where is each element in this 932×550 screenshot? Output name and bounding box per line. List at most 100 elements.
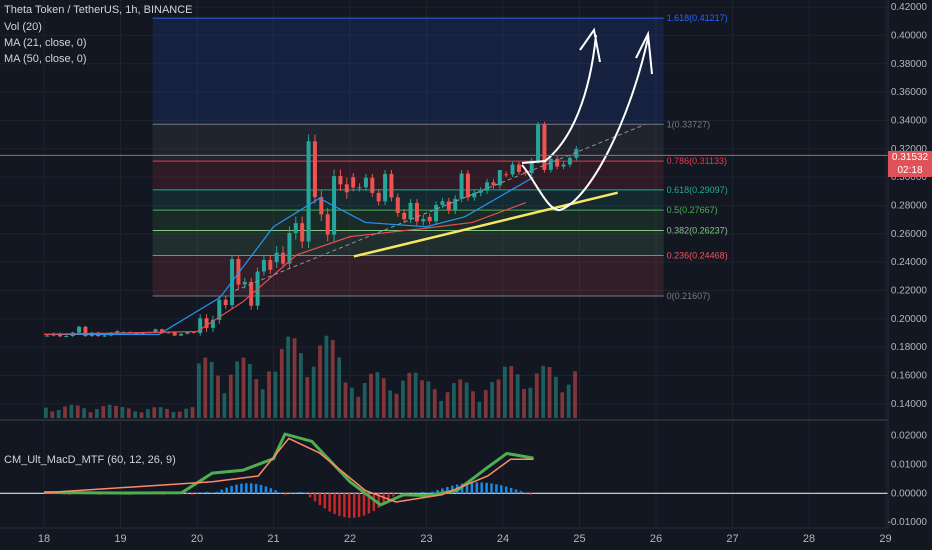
macd-histogram-bar-34 xyxy=(210,492,214,494)
candle-body-0 xyxy=(45,335,50,337)
symbol-title[interactable]: Theta Token / TetherUS, 1h, BINANCE xyxy=(4,4,193,16)
volume-bar-45 xyxy=(330,340,335,418)
volume-bar-46 xyxy=(337,357,342,418)
macd-histogram-bar-65 xyxy=(362,493,366,516)
candle-body-53 xyxy=(383,173,388,202)
candle-body-80 xyxy=(555,158,560,167)
fib-label-0.618: 0.618(0.29097) xyxy=(667,185,728,195)
volume-bar-7 xyxy=(88,412,93,418)
volume-bar-73 xyxy=(509,366,514,418)
candle-body-23 xyxy=(191,331,196,333)
time-tick-4: 22 xyxy=(344,533,356,545)
candle-body-79 xyxy=(548,158,553,170)
macd-signal-line xyxy=(43,437,534,503)
macd-histogram-bar-37 xyxy=(225,487,228,494)
last-price-tag: 0.31532 02:18 xyxy=(888,151,932,177)
bar-countdown: 02:18 xyxy=(897,165,923,176)
volume-bar-18 xyxy=(158,407,163,418)
macd-histogram-bar-48 xyxy=(279,492,282,494)
time-tick-2: 20 xyxy=(191,533,203,545)
volume-bar-16 xyxy=(146,409,150,418)
legend-macd[interactable]: CM_Ult_MacD_MTF (60, 12, 26, 9) xyxy=(4,454,176,466)
time-tick-0: 18 xyxy=(38,533,50,545)
macd-histogram-bar-92 xyxy=(495,484,498,494)
candle-body-36 xyxy=(274,252,279,263)
candle-body-70 xyxy=(491,182,496,186)
price-tick-14: 0.14000 xyxy=(891,399,928,410)
legend-ma50[interactable]: MA (50, close, 0) xyxy=(4,53,87,65)
volume-bar-77 xyxy=(534,373,539,418)
volume-bar-43 xyxy=(318,345,322,418)
legend-volume[interactable]: Vol (20) xyxy=(4,21,42,33)
price-tick-1: 0.40000 xyxy=(891,30,928,41)
volume-bar-66 xyxy=(464,382,469,418)
support-trendline xyxy=(353,191,619,258)
macd-tick-2: 0.00000 xyxy=(891,488,928,499)
price-tick-10: 0.22000 xyxy=(891,285,928,296)
volume-bar-60 xyxy=(426,381,431,418)
macd-histogram-bar-88 xyxy=(475,482,479,494)
price-tick-8: 0.26000 xyxy=(891,229,928,240)
macd-histogram-bar-95 xyxy=(509,487,513,494)
volume-bar-27 xyxy=(216,375,220,418)
macd-histogram-bar-53 xyxy=(303,492,307,494)
candle-body-71 xyxy=(497,170,502,186)
macd-histogram-bar-86 xyxy=(465,482,469,494)
volume-bar-68 xyxy=(477,401,482,418)
candle-body-43 xyxy=(319,197,324,215)
volume-bar-58 xyxy=(413,372,418,418)
price-tick-0: 0.42000 xyxy=(891,2,928,13)
candle-body-40 xyxy=(300,223,305,242)
volume-bar-80 xyxy=(554,376,558,418)
candle-body-58 xyxy=(414,202,419,222)
candle-body-54 xyxy=(389,173,394,198)
macd-histogram-bar-51 xyxy=(294,492,297,494)
candle-body-82 xyxy=(567,157,572,165)
fib-label-0.5: 0.5(0.27667) xyxy=(667,205,718,215)
macd-histogram-bar-42 xyxy=(249,483,253,494)
candle-body-22 xyxy=(185,331,190,334)
macd-histogram-bar-69 xyxy=(382,493,385,505)
fib-label-0.786: 0.786(0.31133) xyxy=(667,156,727,166)
volume-bar-55 xyxy=(394,393,399,418)
candle-body-27 xyxy=(217,299,222,320)
candle-body-30 xyxy=(236,259,241,285)
macd-histogram-bar-35 xyxy=(215,491,219,494)
candle-body-3 xyxy=(64,335,69,337)
macd-histogram-bar-78 xyxy=(426,492,429,494)
macd-histogram-bar-33 xyxy=(205,491,209,494)
legend-ma21[interactable]: MA (21, close, 0) xyxy=(4,37,87,49)
candle-body-62 xyxy=(440,201,445,205)
ma-line-50 xyxy=(43,202,527,335)
volume-bar-22 xyxy=(184,408,189,418)
macd-histogram-bar-61 xyxy=(343,493,346,518)
price-tick-12: 0.18000 xyxy=(891,342,928,353)
macd-histogram-bar-49 xyxy=(284,493,287,495)
volume-bar-12 xyxy=(120,407,125,418)
volume-bar-75 xyxy=(522,389,526,418)
volume-bar-79 xyxy=(547,367,552,418)
macd-histogram-bar-57 xyxy=(323,493,327,509)
candle-body-48 xyxy=(351,177,356,188)
macd-histogram-bar-55 xyxy=(313,493,317,502)
macd-line xyxy=(43,432,534,507)
candle-body-17 xyxy=(153,329,158,333)
volume-bar-11 xyxy=(114,405,118,418)
candle-body-11 xyxy=(115,331,120,333)
candle-body-39 xyxy=(293,223,298,233)
volume-bar-0 xyxy=(44,407,48,418)
macd-tick-0: 0.02000 xyxy=(891,431,928,442)
volume-bar-14 xyxy=(133,411,138,418)
dashed-trend-extension xyxy=(235,124,645,291)
candle-body-9 xyxy=(102,335,107,337)
volume-bar-10 xyxy=(107,404,112,418)
macd-histogram-bar-71 xyxy=(392,493,395,497)
volume-bar-53 xyxy=(381,378,386,418)
last-price-value: 0.31532 xyxy=(891,152,929,163)
candle-body-81 xyxy=(561,164,566,167)
volume-bar-13 xyxy=(126,408,131,418)
volume-bar-39 xyxy=(292,338,297,418)
candle-body-21 xyxy=(179,333,184,336)
projection-arrow-2 xyxy=(521,30,653,211)
